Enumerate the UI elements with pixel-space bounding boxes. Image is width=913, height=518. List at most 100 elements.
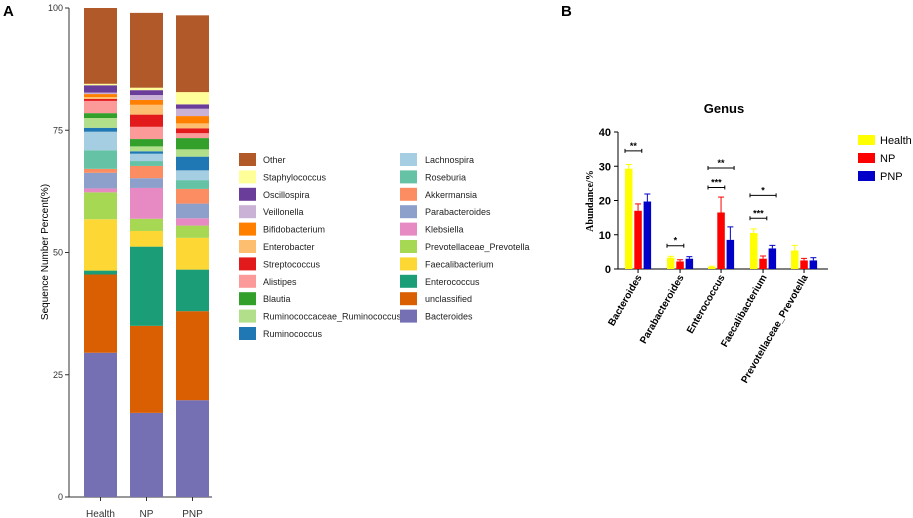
bar-segment-veillonella-pnp: [176, 108, 209, 117]
legend-swatch-klebsiella: [400, 222, 417, 236]
bar-np-prevotellaceae-prevotella: [800, 260, 808, 269]
bar-health-faecalibacterium: [750, 233, 758, 269]
bar-segment-prevotellaceae-prevotella-pnp: [176, 225, 209, 238]
bar-segment-ruminococcaceae-ruminococcus-health: [84, 118, 117, 128]
bar-segment-faecalibacterium-health: [84, 219, 117, 271]
bar-segment-enterococcus-pnp: [176, 269, 209, 312]
y-tick-label: 40: [599, 127, 611, 139]
bar-segment-other-health: [84, 8, 117, 84]
chart-title: Genus: [704, 101, 744, 116]
y-tick-label: 100: [48, 3, 63, 13]
x-tick-label: Bacteroides: [606, 273, 644, 328]
legend-swatch-roseburia: [400, 170, 417, 184]
bar-segment-parabacteroides-health: [84, 172, 117, 189]
legend-label-unclassified: unclassified: [425, 294, 472, 304]
bar-pnp-prevotellaceae-prevotella: [809, 260, 818, 269]
legend-label-faecalibacterium: Faecalibacterium: [425, 259, 494, 269]
legend-label-streptococcus: Streptococcus: [263, 259, 321, 269]
y-tick-label: 50: [53, 248, 63, 258]
bar-segment-staphylococcus-pnp: [176, 92, 209, 105]
bar-segment-staphylococcus-np: [130, 87, 163, 91]
legend-swatch-bacteroides: [400, 309, 417, 323]
legend-swatch-faecalibacterium: [400, 257, 417, 271]
bar-segment-parabacteroides-pnp: [176, 203, 209, 219]
bar-segment-prevotellaceae-prevotella-health: [84, 192, 117, 220]
bar-segment-lachnospira-pnp: [176, 170, 209, 181]
bar-np-bacteroides: [634, 210, 642, 269]
bar-health-bacteroides: [625, 168, 633, 269]
legend-swatch-other: [239, 153, 256, 166]
legend-swatch-parabacteroides: [400, 205, 417, 219]
bar-segment-roseburia-np: [130, 161, 163, 166]
bar-segment-streptococcus-pnp: [176, 128, 209, 134]
bar-segment-roseburia-health: [84, 150, 117, 169]
bar-pnp-faecalibacterium: [768, 248, 777, 269]
bar-segment-unclassified-pnp: [176, 311, 209, 401]
legend-swatch-pnp: [858, 171, 875, 181]
bar-segment-enterobacter-health: [84, 96, 117, 99]
legend-swatch-enterobacter: [239, 240, 256, 253]
bar-segment-alistipes-pnp: [176, 133, 209, 139]
bar-pnp-bacteroides: [643, 201, 652, 269]
legend-label-enterobacter: Enterobacter: [263, 242, 315, 252]
legend-label-roseburia: Roseburia: [425, 172, 466, 182]
bar-segment-blautia-np: [130, 139, 163, 147]
panel-a-label: A: [3, 3, 14, 20]
bar-segment-faecalibacterium-np: [130, 230, 163, 247]
y-tick-label: 20: [599, 196, 611, 208]
bar-segment-bacteroides-pnp: [176, 400, 209, 497]
legend-swatch-health: [858, 135, 875, 145]
significance-label: *: [674, 236, 678, 246]
bar-np-parabacteroides: [676, 261, 684, 269]
bar-segment-prevotellaceae-prevotella-np: [130, 218, 163, 231]
legend-swatch-np: [858, 153, 875, 163]
bar-segment-ruminococcaceae-ruminococcus-np: [130, 146, 163, 152]
legend-swatch-akkermansia: [400, 187, 417, 201]
bar-segment-veillonella-np: [130, 95, 163, 100]
bar-segment-bifidobacterium-np: [130, 99, 163, 105]
x-tick-label: NP: [140, 509, 154, 518]
significance-label: ***: [753, 208, 764, 218]
bar-segment-klebsiella-pnp: [176, 218, 209, 226]
legend-label-np: NP: [880, 153, 895, 165]
legend: Health NP PNP: [858, 135, 912, 183]
bar-segment-roseburia-pnp: [176, 180, 209, 189]
legend-swatch-staphylococcus: [239, 170, 256, 184]
bar-segment-akkermansia-pnp: [176, 188, 209, 204]
legend-label-other: Other: [263, 155, 286, 165]
y-tick-label: 10: [599, 230, 611, 242]
bar-segment-staphylococcus-health: [84, 83, 117, 86]
x-tick-label: Parabacteroides: [638, 273, 687, 346]
bar-segment-akkermansia-health: [84, 168, 117, 173]
legend-label-prevotellaceae-prevotella: Prevotellaceae_Prevotella: [425, 242, 530, 252]
bar-segment-faecalibacterium-pnp: [176, 237, 209, 270]
legend-swatch-prevotellaceae-prevotella: [400, 240, 417, 253]
bar-segment-enterobacter-pnp: [176, 123, 209, 129]
bar-segment-klebsiella-np: [130, 187, 163, 219]
bar-segment-alistipes-health: [84, 100, 117, 114]
stacked-bar-chart: Sequence Number Percent(%) 0 25 50 75 100 Hea…: [40, 3, 530, 518]
significance-label: *: [761, 185, 765, 195]
bar-health-enterococcus: [708, 266, 716, 269]
legend-label-klebsiella: Klebsiella: [425, 225, 464, 235]
legend-swatch-blautia: [239, 292, 256, 306]
x-tick-label: Enterococcus: [685, 273, 728, 336]
legend-label-veillonella: Veillonella: [263, 207, 304, 217]
bar-segment-lachnospira-np: [130, 153, 163, 162]
legend-label-staphylococcus: Staphylococcus: [263, 172, 327, 182]
legend-label-bacteroides: Bacteroides: [425, 312, 473, 322]
y-tick-label: 75: [53, 125, 63, 135]
legend-label-parabacteroides: Parabacteroides: [425, 207, 491, 217]
bar-health-prevotellaceae-prevotella: [791, 250, 799, 269]
bar-pnp-enterococcus: [726, 239, 735, 269]
bar-segment-blautia-health: [84, 113, 117, 119]
legend-swatch-bifidobacterium: [239, 222, 256, 236]
bar-segment-ruminococcaceae-ruminococcus-pnp: [176, 149, 209, 157]
significance-label: **: [630, 141, 638, 151]
y-tick-label: 0: [605, 264, 611, 276]
legend-label-alistipes: Alistipes: [263, 277, 297, 287]
legend-label-akkermansia: Akkermansia: [425, 190, 477, 200]
legend-label-ruminococcus: Ruminococcus: [263, 329, 323, 339]
legend-label-blautia: Blautia: [263, 294, 291, 304]
